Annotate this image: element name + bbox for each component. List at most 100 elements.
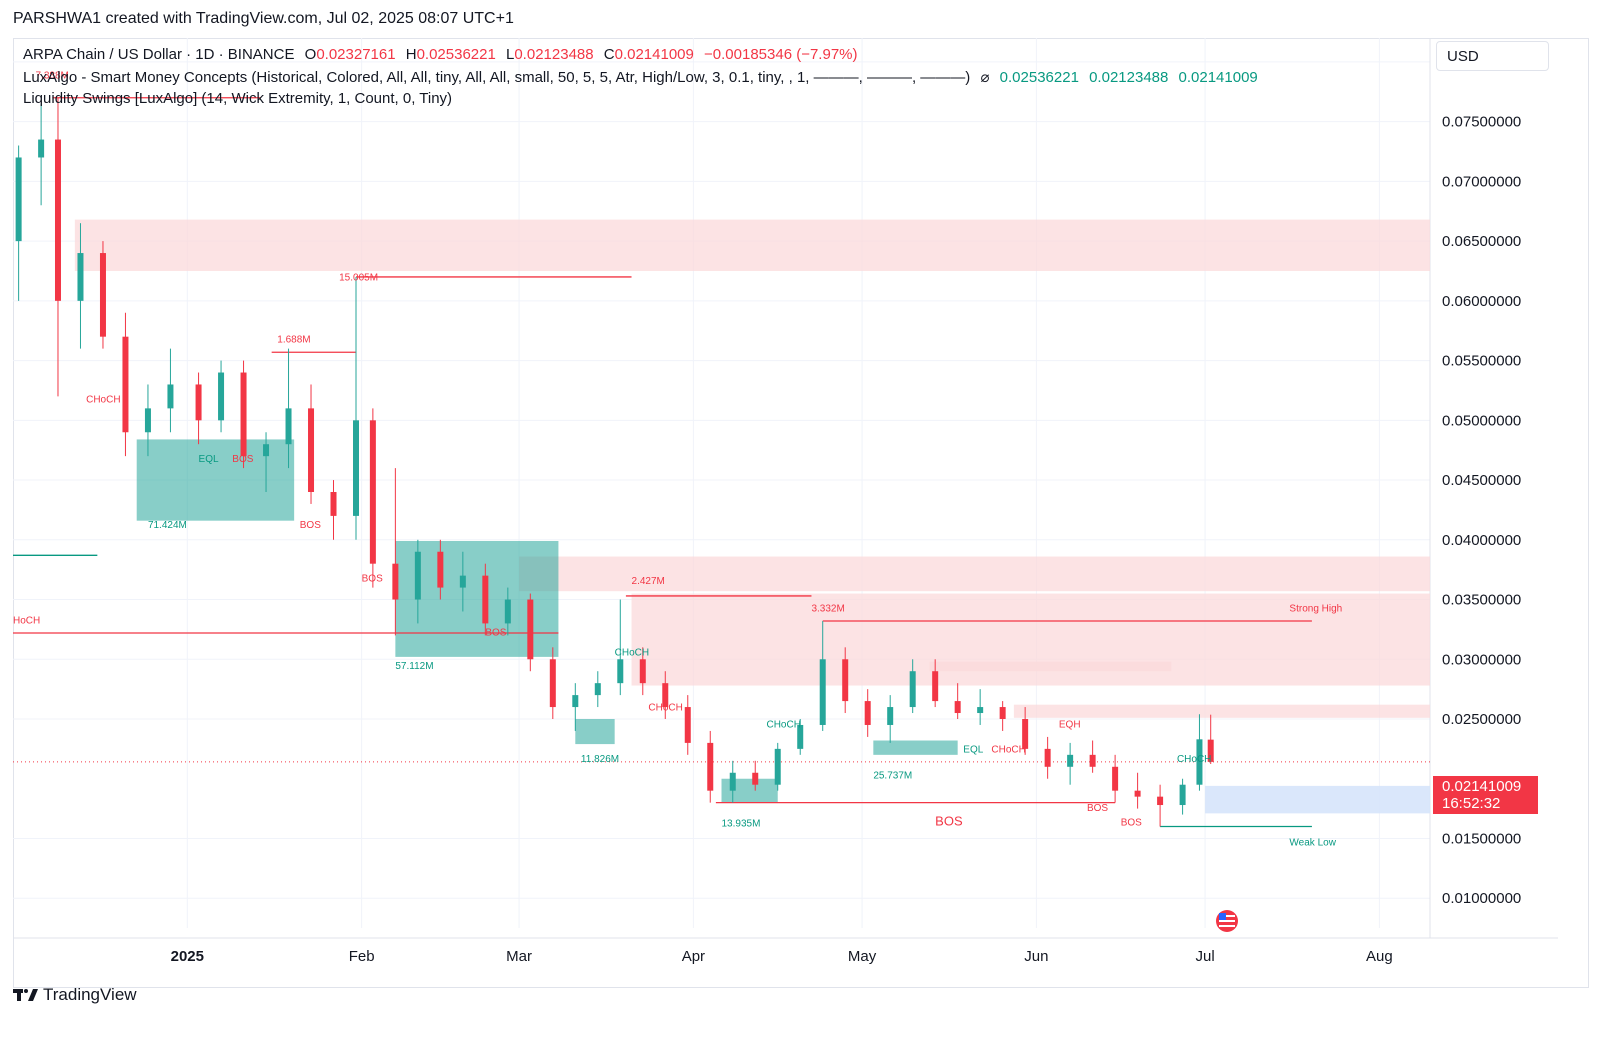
legend-row-indicator1[interactable]: LuxAlgo - Smart Money Concepts (Historic… xyxy=(23,68,1264,86)
candle-body xyxy=(218,372,225,421)
footer-brand[interactable]: TradingView xyxy=(13,985,137,1005)
candle-body xyxy=(774,748,781,785)
candle xyxy=(77,223,84,349)
candle xyxy=(707,730,714,803)
demand-zone xyxy=(136,439,295,521)
candle xyxy=(527,593,534,672)
candle xyxy=(729,760,736,803)
candle xyxy=(285,348,292,469)
chart-annotation: 3.332M xyxy=(811,603,844,614)
chart-annotation: CHoCH xyxy=(1177,754,1211,765)
y-tick-label: 0.07000000 xyxy=(1442,173,1521,190)
candle xyxy=(864,689,871,737)
currency-selector[interactable]: USD xyxy=(1436,41,1549,71)
candle-body xyxy=(1022,719,1029,749)
chart-annotation: Strong High xyxy=(1289,603,1342,614)
indicator1-title[interactable]: LuxAlgo - Smart Money Concepts (Historic… xyxy=(23,69,971,86)
candle-body xyxy=(1112,766,1119,791)
symbol-title[interactable]: ARPA Chain / US Dollar · 1D · BINANCE xyxy=(23,46,295,63)
candle-body xyxy=(482,575,489,624)
candle-body xyxy=(1067,754,1074,767)
candle xyxy=(308,384,315,504)
candle-body xyxy=(594,683,601,696)
indicator1-value-2: 0.02123488 xyxy=(1089,69,1169,86)
candle-body xyxy=(909,671,916,708)
candle xyxy=(977,689,984,725)
y-tick-label: 0.05500000 xyxy=(1442,353,1521,370)
candle-body xyxy=(932,671,939,702)
supply-zone xyxy=(929,661,1172,672)
candle-body xyxy=(1044,748,1051,767)
chart-annotation: 25.737M xyxy=(873,771,912,782)
y-tick-label: 0.05000000 xyxy=(1442,412,1521,429)
candle xyxy=(684,695,691,755)
candle-layer xyxy=(15,97,1214,827)
candle-body xyxy=(330,492,337,516)
candle-body xyxy=(308,408,315,492)
candle xyxy=(1067,742,1074,785)
candle xyxy=(1089,740,1096,773)
candle-body xyxy=(617,659,624,684)
candle xyxy=(1134,772,1141,809)
candle xyxy=(353,276,360,540)
chart-annotation: CHoCH xyxy=(991,744,1025,755)
y-tick-label: 0.01000000 xyxy=(1442,890,1521,907)
candle xyxy=(909,659,916,714)
legend-row-symbol[interactable]: ARPA Chain / US Dollar · 1D · BINANCE O0… xyxy=(23,46,864,63)
candle xyxy=(549,647,556,719)
candle-body xyxy=(684,707,691,743)
supply-zone xyxy=(519,556,1430,592)
candle-body xyxy=(1207,739,1214,762)
chart-annotation: CHoCH xyxy=(766,719,800,730)
indicator2-title[interactable]: Liquidity Swings [LuxAlgo] (14, Wick Ext… xyxy=(23,90,453,107)
candle xyxy=(842,647,849,714)
open-label: O xyxy=(304,46,317,63)
x-tick-label: Jun xyxy=(1024,948,1048,965)
chart-frame[interactable] xyxy=(13,38,1589,988)
candle-body xyxy=(1196,739,1203,785)
legend-row-indicator2[interactable]: Liquidity Swings [LuxAlgo] (14, Wick Ext… xyxy=(23,90,458,107)
eye-off-icon[interactable]: ⌀ xyxy=(980,69,990,86)
x-tick-label: Aug xyxy=(1366,948,1393,965)
high-label: H xyxy=(405,46,417,63)
chart-annotation: EQL xyxy=(199,454,219,465)
candle-body xyxy=(1157,796,1164,806)
candle xyxy=(1196,714,1203,791)
us-flag-event-icon[interactable] xyxy=(1216,910,1238,932)
y-axis[interactable]: 0.080000000.075000000.070000000.06500000… xyxy=(1442,54,1521,907)
chart-annotation: BOS xyxy=(485,627,506,638)
x-axis[interactable]: 2025 Feb Mar Apr May Jun Jul Aug xyxy=(171,948,1393,965)
candle-body xyxy=(729,772,736,791)
chart-annotation: 71.424M xyxy=(148,520,187,531)
candle-body xyxy=(864,701,871,725)
candle-body xyxy=(999,707,1006,719)
candle xyxy=(1044,736,1051,779)
candle-body xyxy=(1089,754,1096,767)
candle-body xyxy=(77,253,84,301)
change-value: −0.00185346 (−7.97%) xyxy=(704,46,858,63)
candle-body xyxy=(707,742,714,791)
chart-annotation: 15.005M xyxy=(339,273,378,284)
chart-annotation: BOS xyxy=(935,813,963,828)
candle-body xyxy=(1179,784,1186,806)
x-tick-label: Feb xyxy=(349,948,375,965)
candle xyxy=(1179,778,1186,815)
candle-body xyxy=(459,575,466,588)
tradingview-logo-icon xyxy=(13,989,38,1001)
low-label: L xyxy=(506,46,515,63)
candle-body xyxy=(167,384,174,409)
candle xyxy=(218,360,225,433)
demand-zone xyxy=(575,719,615,745)
close-value: 0.02141009 xyxy=(614,46,694,63)
candle-body xyxy=(797,724,804,749)
x-tick-label: Mar xyxy=(506,948,532,965)
open-value: 0.02327161 xyxy=(316,46,396,63)
chart-annotation: HoCH xyxy=(13,615,40,626)
chart-annotation: EQH xyxy=(1059,719,1081,730)
candle xyxy=(617,599,624,696)
candle xyxy=(167,348,174,433)
y-tick-label: 0.03000000 xyxy=(1442,651,1521,668)
candle-body xyxy=(1134,790,1141,797)
chart-annotation: 1.688M xyxy=(277,335,310,346)
